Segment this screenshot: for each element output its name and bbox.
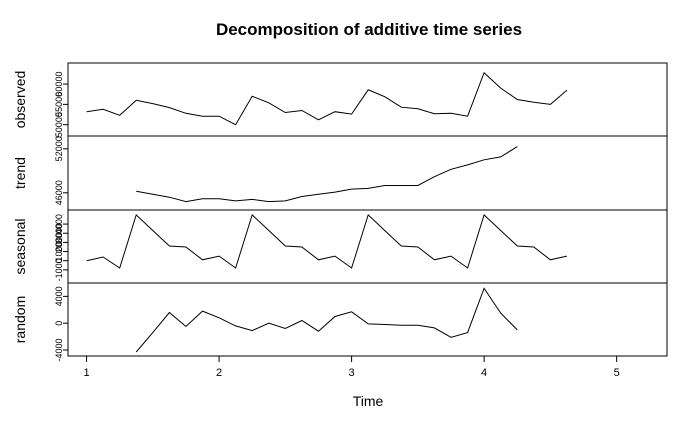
series-line-seasonal [86,213,568,269]
x-tick-label: 1 [83,367,89,379]
series-line-trend [136,146,518,203]
y-tick-label-seasonal: -1000 [54,258,64,281]
y-tick-label-random: -4000 [54,338,64,361]
chart-title: Decomposition of additive time series [216,20,522,39]
x-tick-label: 3 [349,367,355,379]
y-tick-label-observed: 50000 [54,112,64,137]
panel-frame-observed [67,62,668,137]
panel-random: -4000 0 4000 random [12,282,668,362]
y-tick-label-seasonal: 4000 [54,214,64,234]
x-tick-label: 4 [481,367,487,379]
y-tick-label-seasonal: 2000 [54,232,64,252]
y-tick-label-random: 0 [54,321,64,326]
y-tick-label-trend: 46000 [54,180,64,205]
y-tick-label-random: 4000 [54,286,64,306]
x-axis-label: Time [353,393,384,409]
series-line-observed [86,71,568,126]
panel-frame-trend [67,135,668,211]
panel-frame-random [67,282,668,357]
panel-label-seasonal: seasonal [12,218,28,274]
y-tick-label-seasonal: 1000 [54,242,64,262]
y-tick-label-observed: 60000 [54,72,64,97]
x-axis: 1 2 3 4 5 [83,355,620,379]
panel-label-observed: observed [12,71,28,129]
y-tick-label-observed: 55000 [54,92,64,117]
y-tick-label-trend: 52000 [54,136,64,161]
panel-label-random: random [12,296,28,343]
x-tick-label: 5 [614,367,620,379]
y-tick-label-seasonal: 3000 [54,223,64,243]
panel-frame-seasonal [67,209,668,284]
panel-trend: 46000 52000 trend [12,135,668,211]
x-tick-label: 2 [216,367,222,379]
panel-label-trend: trend [12,157,28,189]
y-tick-label-seasonal: 0 [54,258,64,263]
series-line-random [135,287,518,353]
